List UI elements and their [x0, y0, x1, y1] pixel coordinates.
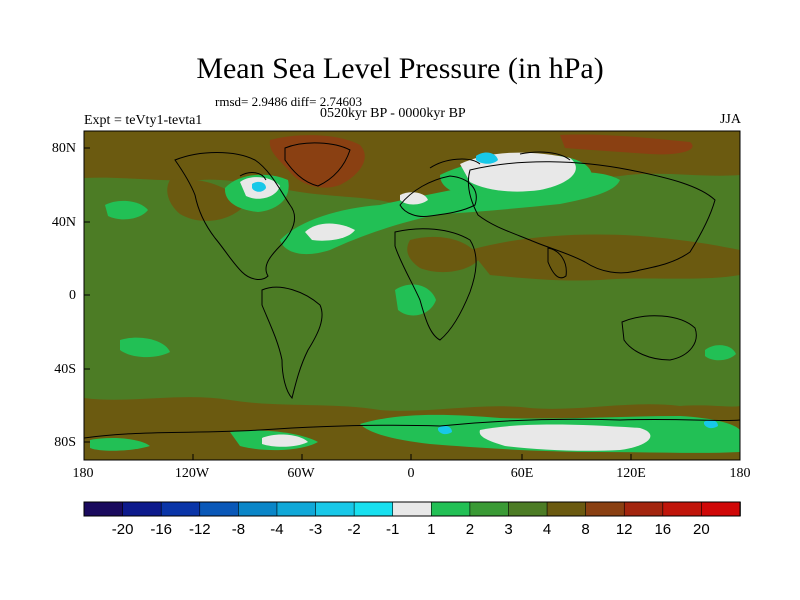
antarctica-coast [84, 418, 740, 439]
antarctic-low-far-west [90, 438, 150, 451]
australia-coast [621, 315, 697, 361]
colorbar-box [83, 501, 124, 517]
colorbar-label: -4 [270, 521, 284, 538]
colorbar-label: 3 [504, 521, 513, 538]
lat-label-40s: 40S [54, 362, 76, 377]
lon-label-120w: 120W [174, 466, 210, 481]
experiment-label: Expt = teVty1-tevta1 [84, 113, 203, 128]
colorbar-label: -3 [308, 521, 323, 538]
colorbar-label: 12 [615, 521, 633, 538]
asia-coast [467, 161, 716, 274]
india-coast [547, 247, 567, 279]
colorbar-label: -8 [231, 521, 246, 538]
colorbar-label: -20 [111, 521, 134, 538]
colorbar-box [623, 501, 664, 517]
colorbar-box [315, 501, 355, 517]
barents-cyan [476, 152, 498, 164]
lon-label-0: 0 [407, 466, 415, 481]
lon-label-120e: 120E [616, 466, 646, 481]
stats-text: rmsd= 2.9486 diff= 2.74603 [215, 94, 362, 109]
colorbar-box [469, 501, 510, 517]
antarctic-white [479, 424, 651, 451]
colorbar-box [353, 501, 394, 517]
lat-label-eq: 0 [69, 288, 76, 303]
greenland-coast [284, 142, 351, 187]
colorbar-label: 2 [465, 521, 475, 538]
colorbar-label: 8 [581, 521, 590, 538]
period-text: 0520kyr BP - 0000kyr BP [320, 106, 466, 121]
colorbar-label: 20 [693, 521, 710, 538]
colorbar-box [585, 501, 626, 517]
pressure-field [84, 131, 740, 460]
colorbar-box [662, 501, 703, 517]
africa-high [407, 236, 480, 273]
colorbar-label: -1 [386, 521, 400, 538]
colorbar-label: -16 [150, 521, 173, 538]
colorbar-box [160, 501, 201, 517]
colorbar-box [122, 501, 162, 517]
baltic-white [400, 192, 428, 205]
colorbar-box [546, 501, 587, 517]
europe-coast [399, 175, 477, 217]
colorbar-box [238, 501, 278, 517]
atlantic-white [305, 223, 355, 241]
arctic-islands-coast [239, 151, 571, 181]
colorbar-frame [83, 501, 741, 517]
colorbar-label: -12 [188, 521, 211, 538]
antarctic-cyan-b [704, 419, 718, 429]
indian-low [705, 345, 736, 361]
lat-label-80n: 80N [51, 141, 76, 156]
colorbar-box [276, 501, 317, 517]
greenland-high [269, 135, 365, 188]
colorbar [83, 501, 741, 517]
lon-label-60e: 60E [510, 466, 534, 481]
colorbar-box [392, 501, 433, 517]
colorbar-box [701, 501, 741, 517]
map-ticks [84, 147, 632, 460]
colorbar-label: 16 [654, 521, 672, 538]
north-america-coast [174, 152, 295, 280]
coastlines [84, 142, 740, 439]
ross-white [262, 434, 308, 447]
antarctic-cyan-a [438, 425, 452, 435]
lon-label-180e: 180 [729, 466, 751, 481]
season-label: JJA [719, 112, 741, 127]
pacific-low-west [105, 200, 148, 220]
lat-label-40n: 40N [51, 215, 76, 230]
colorbar-label: 1 [427, 521, 436, 538]
asia-high [470, 234, 740, 281]
colorbar-box [199, 501, 240, 517]
colorbar-box [508, 501, 548, 517]
atlantic-low-patch [395, 284, 436, 316]
hudson-cyan [252, 181, 266, 192]
colorbar-label: 4 [542, 521, 552, 538]
south-america-coast [261, 286, 323, 399]
lon-label-180w: 180 [72, 466, 94, 481]
south-atlantic-low [120, 337, 170, 358]
arctic-high-band [84, 131, 740, 205]
map-title: Mean Sea Level Pressure (in hPa) [196, 52, 604, 85]
colorbar-label: -2 [347, 521, 361, 538]
lat-label-80s: 80S [54, 435, 76, 450]
arctic-ridge [560, 134, 693, 155]
lon-label-60w: 60W [287, 466, 315, 481]
colorbar-box [430, 501, 471, 517]
africa-coast [394, 228, 477, 341]
